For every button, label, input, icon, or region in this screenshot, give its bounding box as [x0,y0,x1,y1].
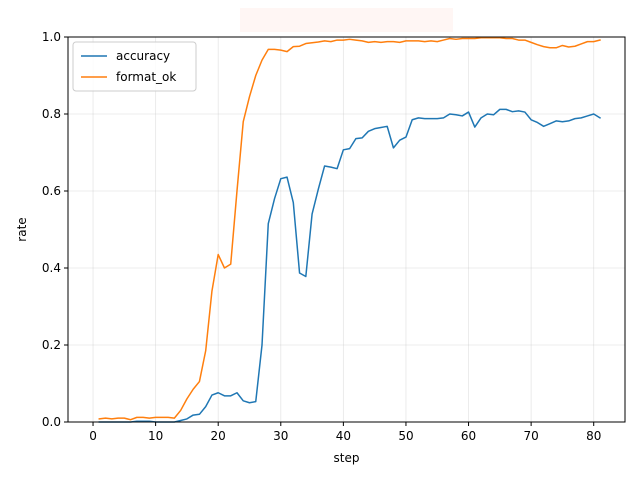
x-tick-label: 80 [586,429,601,443]
series-layer [98,37,602,423]
y-tick-label: 1.0 [42,30,61,44]
y-tick-label: 0.8 [42,107,61,121]
legend: accuracy format_ok [72,41,197,92]
x-tick-label: 40 [336,429,351,443]
x-tick-label: 10 [148,429,163,443]
x-tick-label: 50 [398,429,413,443]
y-axis-label: rate [15,217,29,241]
x-tick-label: 20 [211,429,226,443]
legend-box [72,41,197,92]
legend-label: format_ok [116,70,176,84]
y-tick-label: 0.6 [42,184,61,198]
x-axis-label: step [334,451,360,465]
y-tick-label: 0.0 [42,415,61,429]
y-tick-label: 0.2 [42,338,61,352]
x-tick-label: 0 [89,429,97,443]
x-tick-label: 30 [273,429,288,443]
title-placeholder [240,8,453,32]
y-axis: 0.0 0.2 0.4 0.6 0.8 1.0 [42,30,68,429]
x-tick-label: 70 [523,429,538,443]
series-line-format-ok [98,37,601,421]
series-line-accuracy [98,108,602,423]
x-axis: 0 10 20 30 40 50 60 70 80 [89,422,601,443]
legend-label: accuracy [116,49,170,63]
x-tick-label: 60 [461,429,476,443]
y-tick-label: 0.4 [42,261,61,275]
plot-frame [67,36,626,423]
